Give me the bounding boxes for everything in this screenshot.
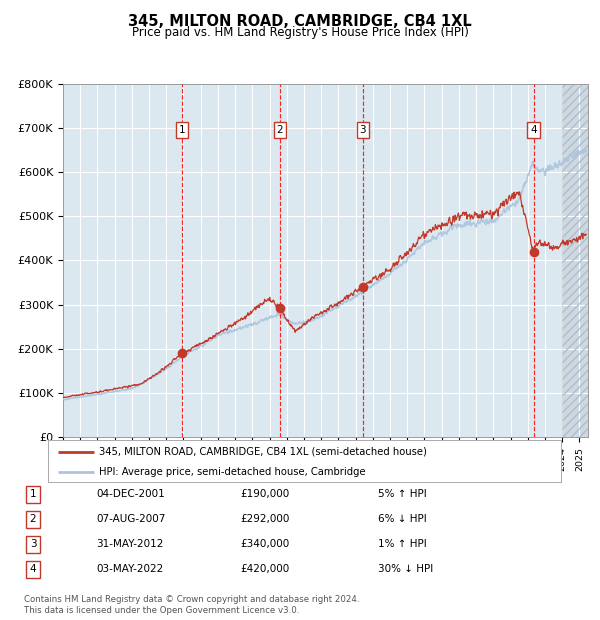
Text: 4: 4 xyxy=(29,564,37,574)
Text: 345, MILTON ROAD, CAMBRIDGE, CB4 1XL: 345, MILTON ROAD, CAMBRIDGE, CB4 1XL xyxy=(128,14,472,29)
Text: £190,000: £190,000 xyxy=(240,489,289,499)
Text: £420,000: £420,000 xyxy=(240,564,289,574)
Text: 3: 3 xyxy=(29,539,37,549)
Text: 4: 4 xyxy=(530,125,537,135)
Text: 1: 1 xyxy=(29,489,37,499)
Text: £340,000: £340,000 xyxy=(240,539,289,549)
Text: 03-MAY-2022: 03-MAY-2022 xyxy=(96,564,163,574)
Text: Contains HM Land Registry data © Crown copyright and database right 2024.
This d: Contains HM Land Registry data © Crown c… xyxy=(24,595,359,614)
Text: 1% ↑ HPI: 1% ↑ HPI xyxy=(378,539,427,549)
Text: HPI: Average price, semi-detached house, Cambridge: HPI: Average price, semi-detached house,… xyxy=(100,467,366,477)
Text: 31-MAY-2012: 31-MAY-2012 xyxy=(96,539,163,549)
Text: 1: 1 xyxy=(179,125,185,135)
Text: 345, MILTON ROAD, CAMBRIDGE, CB4 1XL (semi-detached house): 345, MILTON ROAD, CAMBRIDGE, CB4 1XL (se… xyxy=(100,446,427,456)
Text: 6% ↓ HPI: 6% ↓ HPI xyxy=(378,515,427,525)
Text: 2: 2 xyxy=(29,515,37,525)
Bar xyxy=(562,84,588,437)
Text: 30% ↓ HPI: 30% ↓ HPI xyxy=(378,564,433,574)
Text: 07-AUG-2007: 07-AUG-2007 xyxy=(96,515,166,525)
Text: 5% ↑ HPI: 5% ↑ HPI xyxy=(378,489,427,499)
Text: 2: 2 xyxy=(277,125,283,135)
Text: 3: 3 xyxy=(359,125,366,135)
Bar xyxy=(562,84,588,437)
Text: Price paid vs. HM Land Registry's House Price Index (HPI): Price paid vs. HM Land Registry's House … xyxy=(131,26,469,39)
Text: £292,000: £292,000 xyxy=(240,515,289,525)
Text: 04-DEC-2001: 04-DEC-2001 xyxy=(96,489,165,499)
